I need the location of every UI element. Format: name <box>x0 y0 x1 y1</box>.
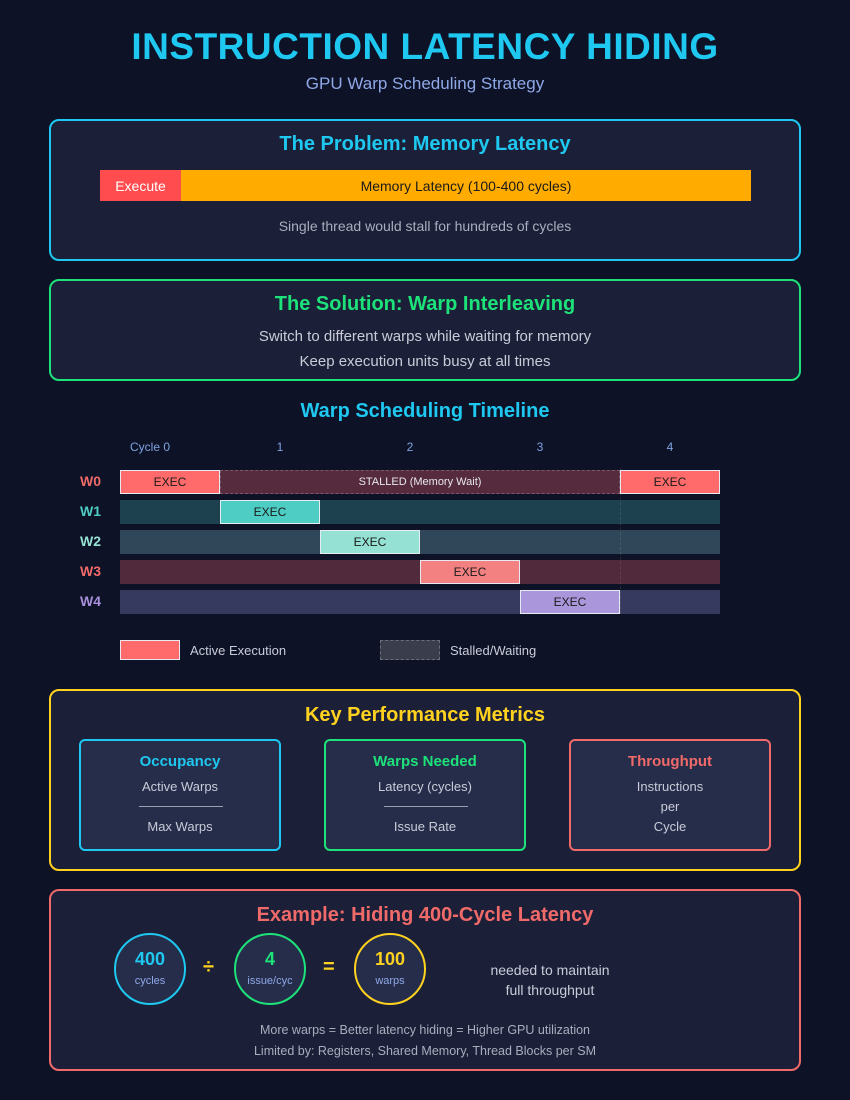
exec-block: EXEC <box>220 500 320 524</box>
latency-circle: 400 cycles <box>114 933 186 1005</box>
result-unit: warps <box>375 975 405 987</box>
exec-label: EXEC <box>353 535 387 549</box>
occupancy-card: Occupancy Active Warps Max Warps <box>79 739 281 851</box>
exec-block: EXEC <box>120 470 220 494</box>
timeline-title: Warp Scheduling Timeline <box>300 400 550 422</box>
exec-label: EXEC <box>653 475 687 489</box>
problem-caption: Single thread would stall for hundreds o… <box>278 218 572 234</box>
warp-label-w2: W2 <box>80 533 101 549</box>
legend-active-swatch <box>120 640 180 660</box>
equals-operator: = <box>323 956 335 978</box>
occupancy-denominator: Max Warps <box>147 819 213 834</box>
problem-title: The Problem: Memory Latency <box>279 133 571 155</box>
warp-lane-w1 <box>120 500 720 524</box>
legend-stalled-swatch <box>380 640 440 660</box>
page-title: INSTRUCTION LATENCY HIDING <box>131 26 719 67</box>
metrics-title: Key Performance Metrics <box>304 704 546 726</box>
exec-label: EXEC <box>553 595 587 609</box>
execute-bar: Execute <box>100 170 181 201</box>
warp-label-w0: W0 <box>80 473 101 489</box>
warps-needed-denominator: Issue Rate <box>393 819 457 834</box>
solution-line-1: Switch to different warps while waiting … <box>258 328 592 345</box>
warp-lane-w4 <box>120 590 720 614</box>
exec-label: EXEC <box>253 505 287 519</box>
exec-block: EXEC <box>520 590 620 614</box>
divide-operator: ÷ <box>203 956 214 978</box>
warps-needed-numerator: Latency (cycles) <box>378 779 472 794</box>
result-circle: 100 warps <box>354 933 426 1005</box>
legend-stalled-label: Stalled/Waiting <box>450 643 537 658</box>
cycle-divider <box>620 468 621 614</box>
throughput-line-3: Cycle <box>653 819 687 834</box>
throughput-line-2: per <box>660 799 680 814</box>
latency-value: 400 <box>134 949 166 969</box>
issue-rate-unit: issue/cyc <box>247 975 293 987</box>
issue-rate-value: 4 <box>264 949 275 969</box>
legend-active-label: Active Execution <box>190 643 287 658</box>
warp-label-w1: W1 <box>80 503 101 519</box>
result-note-1: needed to maintain <box>490 962 610 978</box>
problem-panel: The Problem: Memory Latency Execute Memo… <box>49 119 801 261</box>
memory-latency-label: Memory Latency (100-400 cycles) <box>360 177 572 194</box>
warps-needed-title: Warps Needed <box>373 753 477 770</box>
throughput-line-1: Instructions <box>636 779 704 794</box>
result-value: 100 <box>374 949 406 969</box>
exec-block: EXEC <box>620 470 720 494</box>
warp-lane-w2 <box>120 530 720 554</box>
stalled-label: STALLED (Memory Wait) <box>358 476 482 488</box>
footer-note-1: More warps = Better latency hiding = Hig… <box>259 1023 591 1037</box>
fraction-rule <box>139 806 223 807</box>
throughput-card: Throughput Instructions per Cycle <box>569 739 771 851</box>
solution-panel: The Solution: Warp Interleaving Switch t… <box>49 279 801 381</box>
warp-label-w3: W3 <box>80 563 101 579</box>
occupancy-title: Occupancy <box>139 753 221 770</box>
page-subtitle: GPU Warp Scheduling Strategy <box>305 74 545 93</box>
solution-title: The Solution: Warp Interleaving <box>274 293 576 315</box>
solution-line-2: Keep execution units busy at all times <box>299 353 551 370</box>
fraction-rule <box>384 806 468 807</box>
exec-label: EXEC <box>453 565 487 579</box>
exec-label: EXEC <box>153 475 187 489</box>
memory-latency-bar: Memory Latency (100-400 cycles) <box>181 170 751 201</box>
execute-label: Execute <box>115 177 166 194</box>
stalled-block: STALLED (Memory Wait) <box>220 470 620 494</box>
footer-note-2: Limited by: Registers, Shared Memory, Th… <box>253 1044 597 1058</box>
throughput-title: Throughput <box>627 753 713 770</box>
example-title: Example: Hiding 400-Cycle Latency <box>256 904 594 926</box>
cycle-label: 2 <box>406 440 414 454</box>
exec-block: EXEC <box>420 560 520 584</box>
occupancy-numerator: Active Warps <box>141 779 219 794</box>
cycle-label: Cycle 0 <box>129 440 171 454</box>
issue-rate-circle: 4 issue/cyc <box>234 933 306 1005</box>
result-note-2: full throughput <box>505 982 595 998</box>
warps-needed-card: Warps Needed Latency (cycles) Issue Rate <box>324 739 526 851</box>
warp-label-w4: W4 <box>80 593 101 609</box>
exec-block: EXEC <box>320 530 420 554</box>
latency-unit: cycles <box>134 975 166 987</box>
cycle-label: 1 <box>276 440 284 454</box>
cycle-label: 4 <box>666 440 674 454</box>
cycle-label: 3 <box>536 440 544 454</box>
